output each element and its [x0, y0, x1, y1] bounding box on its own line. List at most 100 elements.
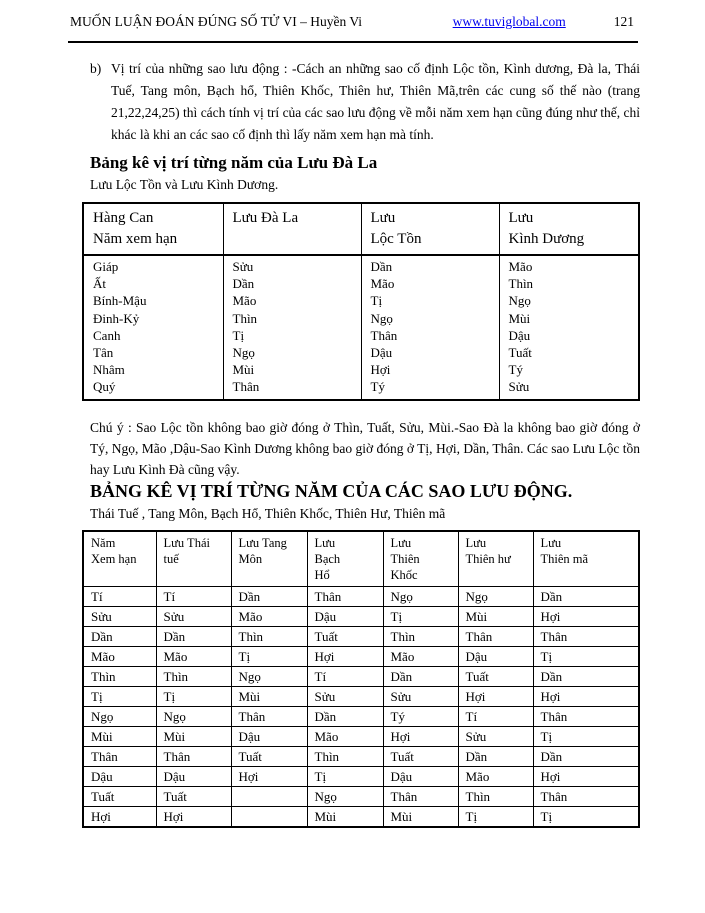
table-cell: Mão: [306, 725, 384, 747]
table-cell: Sửu: [222, 255, 361, 276]
table-row: Tân Ngọ Dậu Tuất: [83, 344, 639, 362]
table-cell: Mùi: [230, 685, 308, 707]
table-cell: Tí: [155, 585, 232, 607]
table-cell: Thìn: [230, 625, 308, 647]
table-cell: Ngọ: [360, 309, 499, 327]
table-cell: Quý: [93, 379, 116, 395]
table-cell: Hợi: [230, 765, 308, 787]
column-header: Lưu Thiên mã: [532, 530, 640, 587]
table-cell: Thân: [82, 745, 157, 767]
table1-header-row: Hàng Can Năm xem hạn Lưu Đà La Lưu Lộc Tồn…: [83, 203, 639, 256]
table-cell: Tý: [498, 361, 639, 379]
table-cell: Mùi: [498, 309, 639, 327]
table-row: Đinh-Kỷ Thìn Ngọ Mùi: [83, 309, 639, 327]
table-cell: Hợi: [382, 725, 459, 747]
column-header: Lưu Đà La: [222, 203, 361, 256]
note-paragraph: Chú ý : Sao Lộc tồn không bao giờ đóng ở…: [90, 417, 640, 480]
table-cell: Tuất: [230, 745, 308, 767]
header-divider: [68, 41, 638, 43]
table-cell: Thìn: [82, 665, 157, 687]
table-row: Hợi Hợi Mùi Mùi Tị Tị: [82, 805, 640, 828]
table-cell: Ngọ: [306, 785, 384, 807]
column-header: Lưu Bạch Hổ: [306, 530, 384, 587]
table-cell: Canh: [93, 327, 121, 343]
table-cell: Tuất: [457, 665, 534, 687]
table-cell: Ngọ: [382, 585, 459, 607]
table-cell: Tị: [532, 725, 640, 747]
table-cell: Mão: [222, 292, 361, 310]
page-number: 121: [613, 14, 634, 29]
table-cell: Mão: [457, 765, 534, 787]
table-cell: Sửu: [457, 725, 534, 747]
table2-body: Tí Tí Dần Thân Ngọ Ngọ Dần Sửu Sửu Mão Dậu Tị Mùi Hợi…: [82, 585, 640, 828]
table-cell: Dần: [360, 255, 499, 276]
table-row: Tị Tị Mùi Sửu Sửu Hợi Hợi: [82, 685, 640, 707]
table-cell: Mùi: [306, 805, 384, 828]
table-row: Dần Dần Thìn Tuất Thìn Thân Thân: [82, 625, 640, 647]
column-header: Năm Xem hạn: [82, 530, 157, 587]
column-header: Lưu Lộc Tồn: [360, 203, 499, 256]
table-cell: Tị: [360, 292, 499, 310]
table-cell: Thìn: [382, 625, 459, 647]
table-cell: Thìn: [222, 309, 361, 327]
table2-header-row: Năm Xem hạn Lưu Thái tuế Lưu Tang Môn Lưu B…: [82, 530, 640, 587]
paragraph-b: b) Vị trí của những sao lưu động : -Cách…: [90, 58, 640, 146]
column-header: Hàng Can Năm xem hạn: [83, 203, 223, 256]
table-cell: Thìn: [155, 665, 232, 687]
table-cell: Dậu: [82, 765, 157, 787]
book-title: MUỐN LUẬN ĐOÁN ĐÚNG SỐ TỬ VI – Huyền Vi: [70, 14, 363, 29]
table-cell: Tuất: [82, 785, 157, 807]
table-cell: Tý: [382, 705, 459, 727]
table-cell: Dần: [382, 665, 459, 687]
table-cell: Ất: [93, 276, 106, 292]
table-cell: Dậu: [382, 765, 459, 787]
table-cell: Tị: [82, 685, 157, 707]
table-row: Nhâm Mùi Hợi Tý: [83, 361, 639, 379]
website-link[interactable]: www.tuviglobal.com: [452, 14, 566, 29]
table-cell: Đinh-Kỷ: [93, 310, 140, 326]
table-row: Ất Dần Mão Thìn: [83, 275, 639, 293]
table-cell: Thân: [306, 585, 384, 607]
paragraph-b-text: Vị trí của những sao lưu động : -Cách an…: [111, 61, 640, 142]
table-cell: Dần: [222, 275, 361, 293]
note-text: Chú ý : Sao Lộc tồn không bao giờ đóng ở…: [90, 419, 640, 477]
table-cell: Tý: [360, 378, 499, 400]
section2-heading: BẢNG KÊ VỊ TRÍ TỪNG NĂM CỦA CÁC SAO LƯU …: [90, 480, 573, 501]
table-row: Mùi Mùi Dậu Mão Hợi Sửu Tị: [82, 725, 640, 747]
table-cell: Mão: [360, 275, 499, 293]
table1-head: Hàng Can Năm xem hạn Lưu Đà La Lưu Lộc Tồn…: [83, 203, 639, 256]
table-row: Mão Mão Tị Hợi Mão Dậu Tị: [82, 645, 640, 667]
table-cell: Mão: [155, 645, 232, 667]
column-header: Lưu Tang Môn: [230, 530, 308, 587]
table-cell: Dần: [155, 625, 232, 647]
table-cell: Dần: [457, 745, 534, 767]
column-header: Lưu Thái tuế: [155, 530, 232, 587]
table-cell: Mão: [498, 255, 639, 276]
table-row: Quý Thân Tý Sửu: [83, 378, 639, 400]
table-cell: Hợi: [155, 805, 232, 828]
table-cell: Sửu: [82, 605, 157, 627]
table-row: Canh Tị Thân Dậu: [83, 326, 639, 345]
table-cell: Ngọ: [457, 585, 534, 607]
table-cell: Dần: [532, 745, 640, 767]
table-cell: Mão: [82, 645, 157, 667]
table-cell: Dậu: [498, 326, 639, 345]
table-cell: Sửu: [498, 378, 639, 400]
table-cell: Dậu: [230, 725, 308, 747]
section1-subtitle: Lưu Lộc Tồn và Lưu Kình Dương.: [90, 177, 279, 192]
table-cell: Dần: [532, 585, 640, 607]
table-row: Dậu Dậu Hợi Tị Dậu Mão Hợi: [82, 765, 640, 787]
table-cell: Tân: [93, 345, 114, 361]
table-cell: Tị: [457, 805, 534, 828]
table-cell: Dậu: [360, 344, 499, 362]
table-cell: Thân: [230, 705, 308, 727]
table-cell: Tị: [230, 645, 308, 667]
table-cell: [230, 805, 308, 828]
table-cell: Dậu: [306, 605, 384, 627]
table-cell: Mùi: [82, 725, 157, 747]
table-cell: Ngọ: [498, 292, 639, 310]
table-cell: Bính-Mậu: [93, 293, 147, 309]
page-header: MUỐN LUẬN ĐOÁN ĐÚNG SỐ TỬ VI – Huyền Vi …: [68, 14, 640, 30]
luu-dong-stars-table: Năm Xem hạn Lưu Thái tuế Lưu Tang Môn Lưu B…: [82, 529, 640, 828]
table-cell: Tị: [222, 326, 361, 345]
